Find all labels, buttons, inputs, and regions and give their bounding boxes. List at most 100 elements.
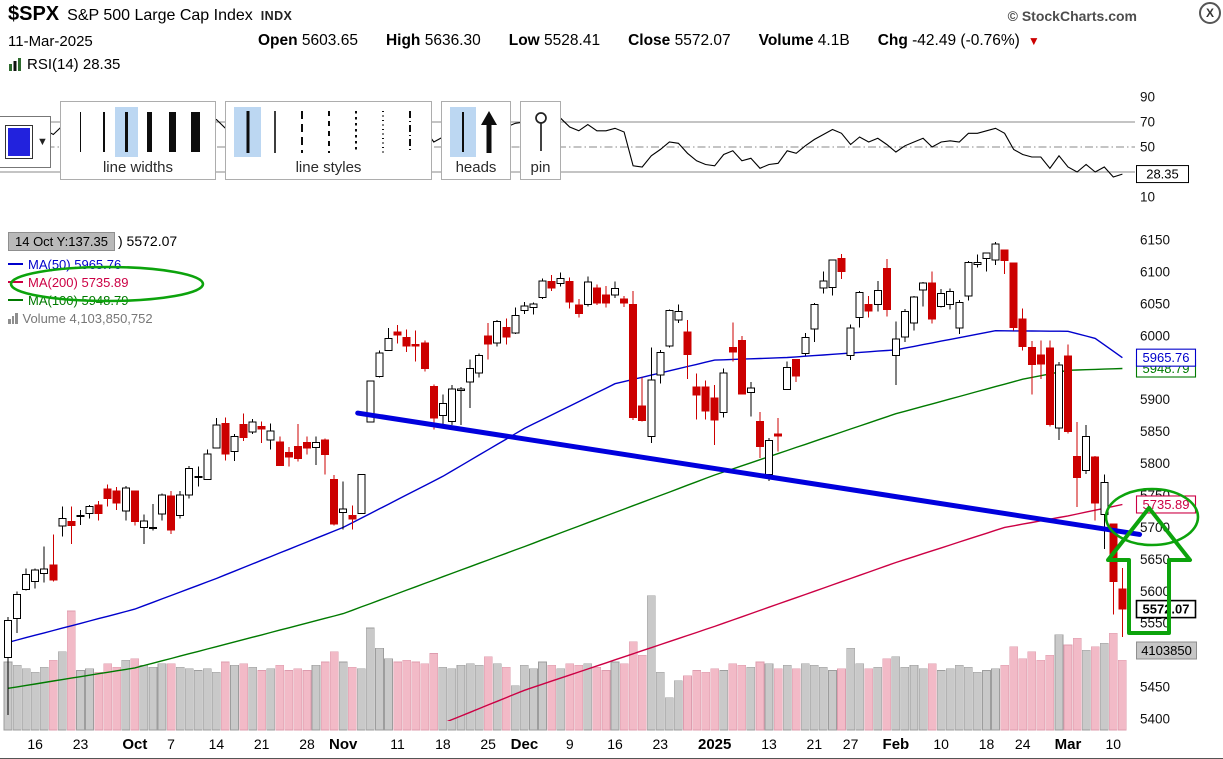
volume-legend-icon (8, 312, 18, 324)
svg-text:5600: 5600 (1140, 584, 1170, 599)
svg-text:9: 9 (566, 736, 574, 752)
svg-text:21: 21 (807, 736, 823, 752)
annotation-toolbar: ▼ line widths line styles heads pin (0, 101, 561, 180)
svg-text:25: 25 (480, 736, 496, 752)
svg-text:90: 90 (1140, 90, 1155, 105)
svg-text:16: 16 (607, 736, 623, 752)
line-width-option-7[interactable] (161, 107, 184, 157)
price-badge-5965.76: 5965.76 (1135, 348, 1197, 367)
plain-line-icon (462, 112, 464, 152)
line-style-option-dash-long[interactable] (288, 107, 315, 157)
arrow-up-icon (481, 111, 497, 153)
indicator-icon (9, 58, 21, 71)
svg-text:Mar: Mar (1055, 736, 1082, 753)
svg-text:5572.07: 5572.07 (1143, 602, 1190, 617)
head-option-line[interactable] (450, 107, 476, 157)
line-style-option-dash-short[interactable] (342, 107, 369, 157)
user-trendline[interactable] (355, 410, 1143, 537)
quote-low: Low 5528.41 (508, 32, 601, 49)
svg-text:5450: 5450 (1140, 680, 1170, 695)
line-styles-label: line styles (295, 159, 362, 176)
head-option-arrow-up[interactable] (476, 107, 502, 157)
price-chart-canvas[interactable]: 6150610060506000595059005850580057505700… (0, 232, 1223, 759)
ma-line-swatch (8, 299, 23, 301)
line-width-option-1[interactable] (69, 107, 92, 157)
rsi-axis-labels: 9070503010 (1140, 90, 1155, 205)
legend-items: MA(50) 5965.76 MA(200) 5735.89 MA(100) 594… (8, 255, 177, 327)
svg-text:28.35: 28.35 (1146, 167, 1179, 182)
line-style-option-dotted[interactable] (369, 107, 396, 157)
svg-text:13: 13 (761, 736, 777, 752)
svg-text:6100: 6100 (1140, 264, 1170, 279)
pin-icon (534, 112, 547, 151)
close-button[interactable]: X (1199, 2, 1221, 24)
legend-item-volume: Volume 4,103,850,752 (8, 309, 177, 327)
ohlc-row: Open 5603.65 High 5636.30 Low 5528.41 Close… (258, 32, 1040, 50)
svg-text:Feb: Feb (883, 736, 910, 753)
svg-text:Oct: Oct (122, 736, 147, 753)
svg-text:11: 11 (390, 736, 405, 752)
svg-text:23: 23 (73, 736, 89, 752)
volume-axis-badge: 4103850 (1136, 641, 1197, 660)
chart-date: 11-Mar-2025 (8, 33, 93, 50)
heads-label: heads (455, 159, 497, 176)
line-width-option-2[interactable] (92, 107, 115, 157)
line-style-option-dash-dot[interactable] (396, 107, 423, 157)
line-width-option-5[interactable] (138, 107, 161, 157)
svg-text:16: 16 (27, 736, 43, 752)
svg-text:5400: 5400 (1140, 712, 1170, 727)
ma-line-ma50 (7, 329, 1123, 644)
svg-text:23: 23 (653, 736, 669, 752)
line-style-option-solid-thick[interactable] (234, 107, 261, 157)
rsi-value-badge: 28.35 (1136, 165, 1189, 184)
svg-text:10: 10 (1106, 736, 1122, 752)
svg-text:6150: 6150 (1140, 233, 1170, 248)
legend-line1: 14 Oct Y:137.35 ) 5572.07 (8, 231, 177, 251)
svg-text:10: 10 (933, 736, 949, 752)
legend-item-ma50: MA(50) 5965.76 (8, 255, 177, 273)
line-width-option-9[interactable] (184, 107, 207, 157)
quote-open: Open 5603.65 (258, 32, 358, 49)
svg-text:70: 70 (1140, 115, 1155, 130)
line-styles-group: line styles (225, 101, 432, 180)
svg-text:5965.76: 5965.76 (1143, 350, 1190, 365)
pin-tool[interactable] (529, 107, 552, 157)
line-width-option-3[interactable] (115, 107, 138, 157)
price-badge-5735.89: 5735.89 (1135, 495, 1197, 514)
pin-group: pin (520, 101, 561, 180)
price-badge-5572.07: 5572.07 (1135, 599, 1197, 619)
close-icon: X (1205, 6, 1214, 20)
exchange-code: INDX (260, 9, 293, 23)
change-down-arrow-icon: ▼ (1027, 34, 1040, 48)
svg-text:Dec: Dec (511, 736, 539, 753)
quote-close: Close 5572.07 (628, 32, 731, 49)
svg-text:21: 21 (254, 736, 270, 752)
quote-volume: Volume 4.1B (758, 32, 850, 49)
ma-line-swatch (8, 281, 23, 283)
line-widths-group: line widths (60, 101, 216, 180)
volume-bars (3, 595, 1127, 731)
svg-text:27: 27 (843, 736, 859, 752)
legend-label: MA(50) 5965.76 (28, 256, 122, 272)
color-picker-dropdown[interactable]: ▼ (0, 116, 51, 168)
svg-text:4103850: 4103850 (1141, 643, 1192, 658)
svg-text:18: 18 (979, 736, 995, 752)
color-swatch (5, 125, 33, 159)
svg-text:5850: 5850 (1140, 424, 1170, 439)
svg-text:Nov: Nov (329, 736, 358, 753)
legend-label: Volume 4,103,850,752 (22, 310, 153, 326)
anchor-tooltip: 14 Oct Y:137.35 (8, 231, 115, 251)
line-style-option-solid[interactable] (261, 107, 288, 157)
svg-text:2025: 2025 (698, 736, 731, 753)
symbol: $SPX (8, 3, 60, 25)
close-value: ) 5572.07 (118, 233, 178, 249)
svg-text:10: 10 (1140, 190, 1155, 205)
svg-text:24: 24 (1015, 736, 1031, 752)
legend-label: MA(200) 5735.89 (28, 274, 129, 290)
svg-text:5650: 5650 (1140, 552, 1170, 567)
line-style-option-dash[interactable] (315, 107, 342, 157)
legend-item-ma200: MA(200) 5735.89 (8, 273, 177, 291)
svg-text:5800: 5800 (1140, 456, 1170, 471)
svg-text:50: 50 (1140, 140, 1155, 155)
